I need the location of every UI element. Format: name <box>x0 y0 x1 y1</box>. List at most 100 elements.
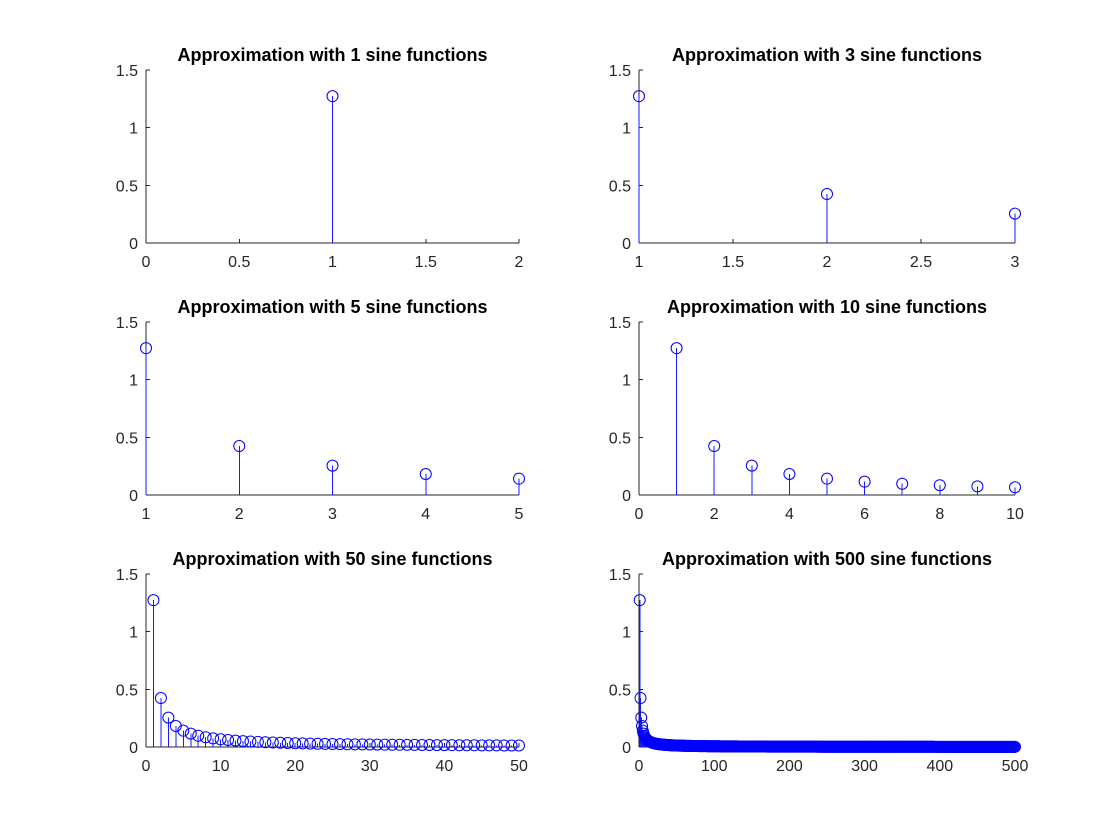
subplot-6: 0 100 200 300 400 500 0 0.5 1 1.5 Approximation wi… <box>609 549 1029 775</box>
y-tick-label: 0.5 <box>116 178 138 195</box>
x-tick-label: 1 <box>635 254 644 271</box>
stem-marker <box>236 735 249 748</box>
stem-marker <box>408 738 421 751</box>
plot-title: Approximation with 5 sine functions <box>177 297 487 317</box>
stem-marker <box>214 733 227 746</box>
stem-marker <box>289 737 302 750</box>
stem-marker <box>356 738 369 751</box>
stem-marker <box>453 739 466 752</box>
stem-marker <box>513 472 525 485</box>
stem-marker <box>326 90 339 103</box>
x-tick-label: 0 <box>635 506 644 523</box>
stem-marker <box>140 342 152 355</box>
stem-marker <box>505 739 518 752</box>
x-tick-label: 20 <box>286 758 304 775</box>
stem-marker <box>483 739 496 752</box>
x-tick-label: 500 <box>1002 758 1029 775</box>
x-tick-label: 40 <box>436 758 454 775</box>
stem-marker <box>199 731 212 744</box>
stem-marker <box>177 724 190 737</box>
y-tick-label: 0 <box>129 740 138 757</box>
stem-marker <box>971 480 984 493</box>
stem-marker <box>1009 207 1021 220</box>
plot-title: Approximation with 500 sine functions <box>662 549 992 569</box>
x-tick-label: 3 <box>328 506 337 523</box>
stem-marker <box>348 738 361 751</box>
y-tick-label: 1 <box>622 373 631 390</box>
x-tick-label: 8 <box>935 506 944 523</box>
x-tick-label: 5 <box>515 506 524 523</box>
x-tick-label: 6 <box>860 506 869 523</box>
stem-marker <box>670 342 683 355</box>
plot-title: Approximation with 1 sine functions <box>177 45 487 65</box>
subplot-4: 0 2 4 6 8 10 0 0.5 1 1.5 Approximation with 10 sin… <box>609 297 1024 523</box>
y-tick-label: 1.5 <box>609 315 631 332</box>
stem-marker <box>274 736 287 749</box>
x-tick-label: 10 <box>212 758 230 775</box>
plot-title: Approximation with 50 sine functions <box>172 549 492 569</box>
y-tick-label: 1 <box>622 625 631 642</box>
y-tick-label: 1.5 <box>116 315 138 332</box>
y-tick-label: 1.5 <box>116 63 138 80</box>
x-tick-label: 1.5 <box>722 254 744 271</box>
stem-marker <box>184 727 197 740</box>
stem-marker <box>419 468 432 481</box>
stem-marker <box>858 475 871 488</box>
stem-marker <box>634 692 647 705</box>
x-tick-label: 3 <box>1011 254 1020 271</box>
x-tick-label: 2.5 <box>910 254 932 271</box>
y-tick-label: 0.5 <box>609 430 631 447</box>
y-tick-label: 0 <box>622 236 631 253</box>
stem-marker <box>430 739 443 752</box>
stem-marker <box>1009 740 1021 753</box>
stem-marker <box>162 711 175 724</box>
stem-marker <box>783 468 796 481</box>
x-tick-label: 0 <box>635 758 644 775</box>
stem-marker <box>896 477 909 490</box>
stem-marker <box>222 734 235 747</box>
stem-marker <box>445 739 458 752</box>
subplot-2: 1 1.5 2 2.5 3 0 0.5 1 1.5 Approximation with 3 si… <box>609 45 1021 271</box>
x-tick-label: 1 <box>142 506 151 523</box>
stem-marker <box>371 738 384 751</box>
y-tick-label: 1 <box>622 121 631 138</box>
stem-marker <box>438 739 451 752</box>
stem-marker <box>468 739 481 752</box>
y-tick-label: 0 <box>129 488 138 505</box>
stem-marker <box>207 732 220 745</box>
y-tick-label: 0.5 <box>609 682 631 699</box>
stem-marker <box>386 738 399 751</box>
x-tick-label: 400 <box>926 758 953 775</box>
stem-marker <box>821 188 833 201</box>
y-tick-label: 0 <box>622 488 631 505</box>
stem-marker <box>633 90 645 103</box>
x-tick-label: 0 <box>142 254 151 271</box>
x-tick-label: 2 <box>515 254 524 271</box>
stem-marker <box>304 737 317 750</box>
stem-marker <box>708 440 721 453</box>
x-tick-label: 4 <box>421 506 430 523</box>
y-tick-label: 1 <box>129 373 138 390</box>
stem-marker <box>363 738 376 751</box>
stem-marker <box>341 738 354 751</box>
x-tick-label: 2 <box>823 254 832 271</box>
stem-marker <box>378 738 391 751</box>
x-tick-label: 30 <box>361 758 379 775</box>
x-tick-label: 10 <box>1006 506 1024 523</box>
stem-marker <box>633 594 646 607</box>
x-tick-label: 0 <box>142 758 151 775</box>
stem-marker <box>416 738 429 751</box>
stem-marker <box>251 735 264 748</box>
stem-marker <box>401 738 414 751</box>
stem-marker <box>745 459 758 472</box>
plot-title: Approximation with 3 sine functions <box>672 45 982 65</box>
stem-marker <box>635 711 648 724</box>
y-tick-label: 0 <box>622 740 631 757</box>
subplot-3: 1 2 3 4 5 0 0.5 1 1.5 Approximation with 5 sine f… <box>116 297 525 523</box>
y-tick-label: 1 <box>129 121 138 138</box>
y-tick-label: 1.5 <box>609 63 631 80</box>
stem-marker <box>326 459 339 472</box>
x-tick-label: 50 <box>510 758 528 775</box>
subplot-5: 0 10 20 30 40 50 0 0.5 1 1.5 Approximation with 50… <box>116 549 528 775</box>
